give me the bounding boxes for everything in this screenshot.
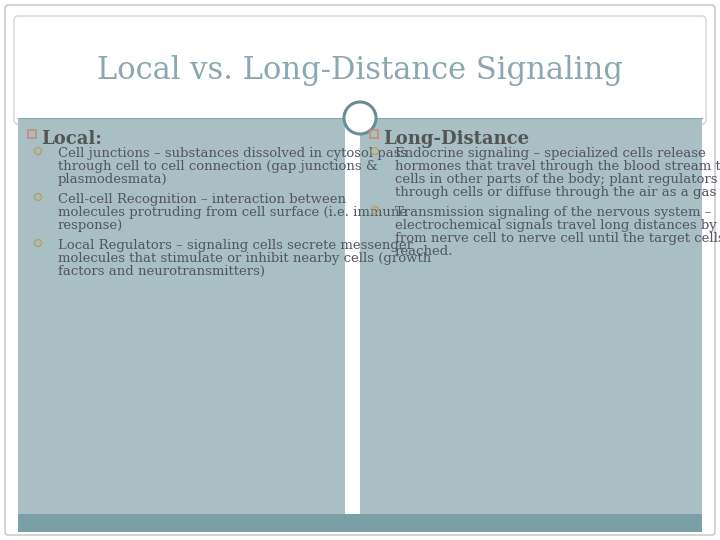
Text: molecules protruding from cell surface (i.e. immune: molecules protruding from cell surface (…	[58, 206, 407, 219]
Text: Local vs. Long-Distance Signaling: Local vs. Long-Distance Signaling	[97, 55, 623, 85]
Text: Local:: Local:	[41, 130, 102, 148]
Bar	[360, 118, 702, 515]
Text: reached.: reached.	[395, 245, 454, 258]
Text: hormones that travel through the blood stream to target: hormones that travel through the blood s…	[395, 160, 720, 173]
Text: Transmission signaling of the nervous system –: Transmission signaling of the nervous sy…	[395, 206, 711, 219]
Text: response): response)	[58, 219, 123, 232]
Text: Endocrine signaling – specialized cells release: Endocrine signaling – specialized cells …	[395, 147, 706, 160]
Text: Cell-cell Recognition – interaction between: Cell-cell Recognition – interaction betw…	[58, 193, 346, 206]
Bar	[18, 118, 350, 515]
Circle shape	[344, 102, 376, 134]
Text: factors and neurotransmitters): factors and neurotransmitters)	[58, 265, 265, 278]
Text: electrochemical signals travel long distances by passing: electrochemical signals travel long dist…	[395, 219, 720, 232]
Text: Local Regulators – signaling cells secrete messenger: Local Regulators – signaling cells secre…	[58, 239, 413, 252]
Text: Cell junctions – substances dissolved in cytosol pass: Cell junctions – substances dissolved in…	[58, 147, 408, 160]
FancyBboxPatch shape	[14, 16, 706, 124]
Bar	[28, 130, 36, 138]
Text: cells in other parts of the body; plant regulators move: cells in other parts of the body; plant …	[395, 173, 720, 186]
Text: through cell to cell connection (gap junctions &: through cell to cell connection (gap jun…	[58, 160, 378, 173]
Text: through cells or diffuse through the air as a gas: through cells or diffuse through the air…	[395, 186, 716, 199]
Text: from nerve cell to nerve cell until the target cells is: from nerve cell to nerve cell until the …	[395, 232, 720, 245]
Bar	[370, 130, 378, 138]
Text: plasmodesmata): plasmodesmata)	[58, 173, 168, 186]
FancyBboxPatch shape	[5, 5, 715, 535]
Text: molecules that stimulate or inhibit nearby cells (growth: molecules that stimulate or inhibit near…	[58, 252, 431, 265]
Text: Long-Distance: Long-Distance	[383, 130, 529, 148]
Bar	[18, 514, 702, 532]
